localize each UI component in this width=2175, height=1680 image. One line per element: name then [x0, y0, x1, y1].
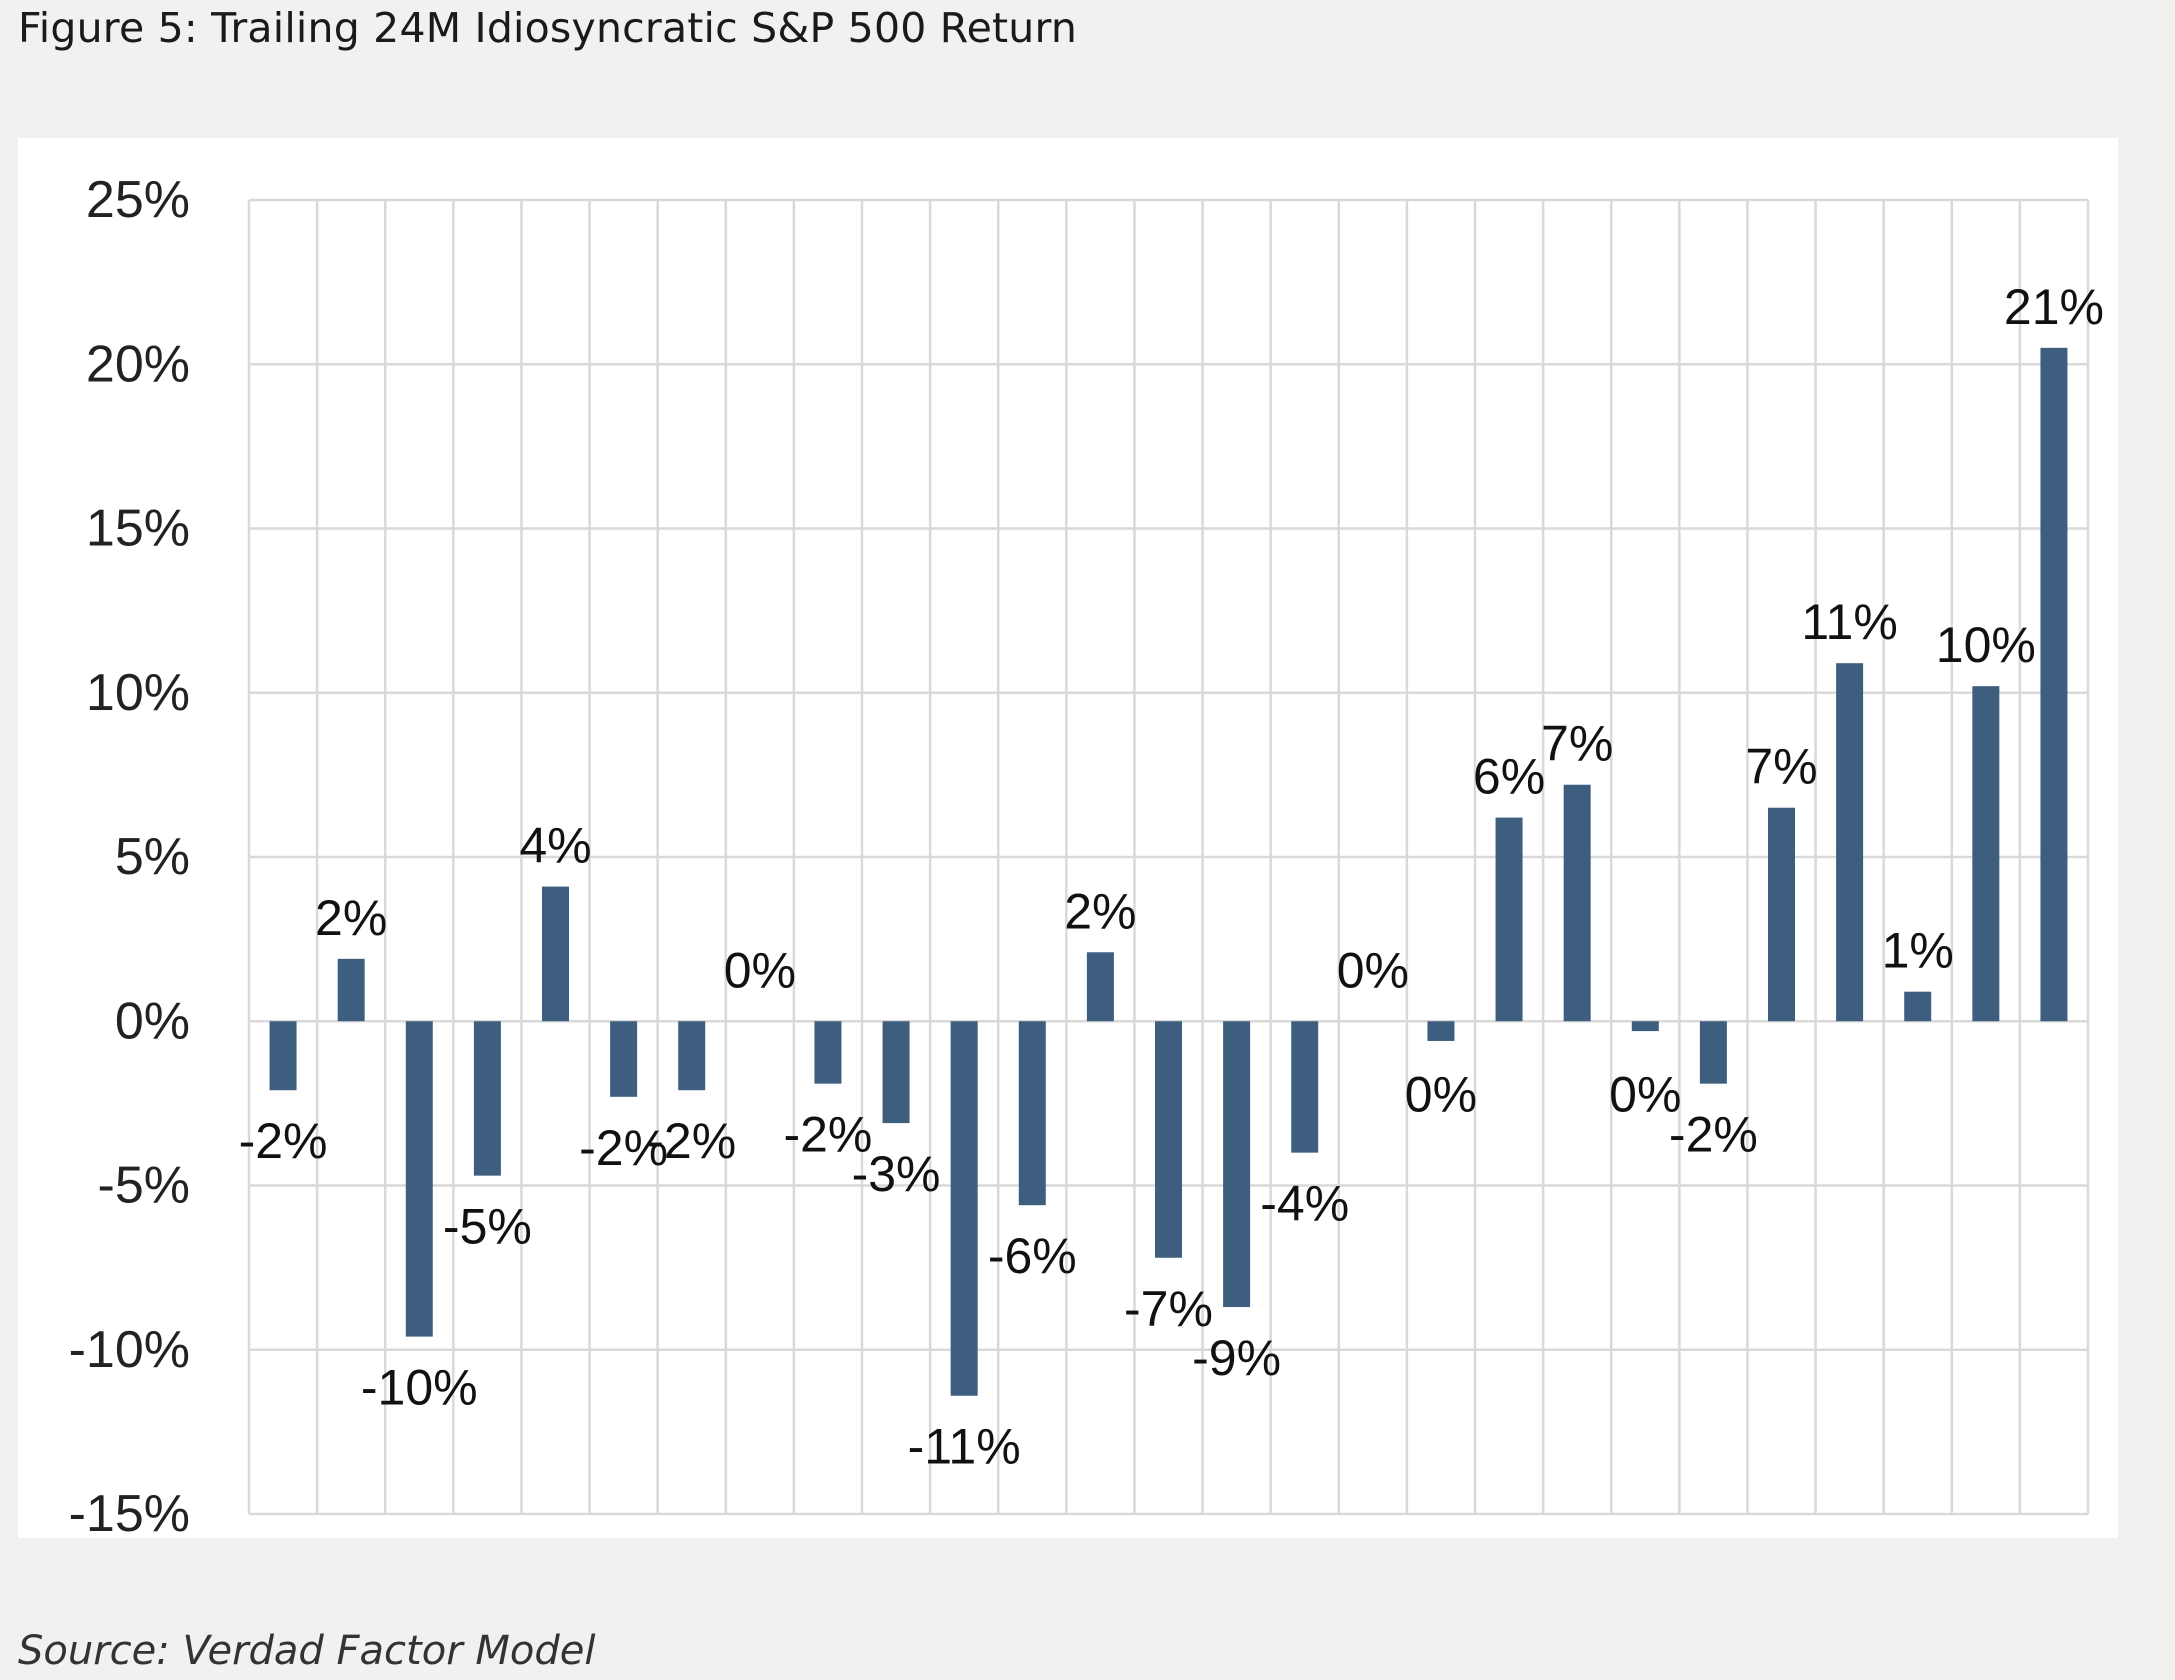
- data-label: 0%: [724, 942, 796, 998]
- x-tick-label: 2018: [1553, 1530, 1671, 1538]
- y-tick-label: 10%: [86, 664, 190, 722]
- chart-panel: 25% 20% 15% 10% 5% 0% -5% -10% -15% -2% 2% -10% -5% 4…: [18, 138, 2118, 1538]
- y-tick-label: 0%: [115, 992, 190, 1050]
- data-label: 0%: [1609, 1066, 1681, 1122]
- bar: [814, 1021, 842, 1084]
- bar: [1155, 1021, 1182, 1258]
- data-label: -4%: [1260, 1176, 1349, 1232]
- figure-source: Source: Verdad Factor Model: [18, 1628, 596, 1674]
- bar: [1836, 663, 1864, 1022]
- data-label: -11%: [908, 1419, 1021, 1475]
- figure-title: Figure 5: Trailing 24M Idiosyncratic S&P…: [18, 4, 1078, 52]
- bar: [1086, 952, 1114, 1022]
- data-label: 2%: [1064, 883, 1136, 939]
- bar: [1018, 1021, 1046, 1206]
- x-tick-label: 2004: [599, 1530, 717, 1538]
- x-tick-label: 2006: [735, 1530, 853, 1538]
- bar: [405, 1021, 433, 1337]
- data-label: 2%: [315, 890, 387, 946]
- x-tick-label: 2000: [327, 1530, 445, 1538]
- bar: [1427, 1021, 1455, 1041]
- data-label: -3%: [852, 1146, 941, 1202]
- bar: [542, 886, 569, 1022]
- x-tick-label: 2024: [1961, 1530, 2079, 1538]
- data-label: 11%: [1801, 594, 1897, 650]
- x-tick-label: 1998: [191, 1530, 309, 1538]
- data-label: -2%: [647, 1113, 736, 1169]
- data-label: 21%: [2004, 279, 2104, 335]
- data-label: 0%: [1337, 942, 1409, 998]
- data-label: -2%: [1669, 1107, 1758, 1163]
- bar: [950, 1021, 978, 1396]
- x-tick-label: 2016: [1417, 1530, 1535, 1538]
- x-tick-label: 2002: [463, 1530, 581, 1538]
- bar: [678, 1021, 706, 1091]
- x-tick-label: 2022: [1825, 1530, 1943, 1538]
- data-label: -9%: [1192, 1330, 1281, 1386]
- data-label: 7%: [1745, 739, 1817, 795]
- bar: [1972, 686, 2000, 1022]
- bar: [1699, 1021, 1727, 1084]
- data-label: -7%: [1124, 1281, 1213, 1337]
- x-tick-label: 2008: [872, 1530, 990, 1538]
- y-tick-label: -5%: [98, 1157, 190, 1215]
- data-label: -6%: [988, 1228, 1077, 1284]
- bar-chart: 25% 20% 15% 10% 5% 0% -5% -10% -15% -2% 2% -10% -5% 4…: [69, 171, 2104, 1538]
- bar: [610, 1021, 638, 1097]
- bar: [882, 1021, 910, 1124]
- bar: [1291, 1021, 1319, 1153]
- x-tick-label: 2020: [1689, 1530, 1807, 1538]
- bar: [1223, 1021, 1251, 1308]
- data-label: -2%: [579, 1120, 668, 1176]
- x-tick-label: 2014: [1280, 1530, 1398, 1538]
- bar: [473, 1021, 501, 1176]
- bar: [1563, 784, 1591, 1022]
- data-label: 7%: [1541, 716, 1613, 772]
- y-tick-label: 15%: [86, 500, 190, 558]
- y-tick-label: 5%: [115, 828, 190, 886]
- bar: [1768, 807, 1795, 1022]
- data-label: -2%: [783, 1107, 872, 1163]
- data-label: -5%: [443, 1199, 532, 1255]
- data-label: 0%: [1405, 1066, 1477, 1122]
- data-label: -2%: [239, 1113, 328, 1169]
- bar: [1631, 1021, 1659, 1032]
- x-tick-label: 2010: [1008, 1530, 1126, 1538]
- data-label: 10%: [1936, 617, 2036, 673]
- y-tick-label: -15%: [69, 1485, 190, 1538]
- bar: [2040, 347, 2068, 1022]
- data-label: 6%: [1473, 749, 1545, 805]
- data-label: 1%: [1882, 923, 1954, 979]
- bar: [1904, 991, 1932, 1022]
- data-label: 4%: [519, 818, 591, 874]
- y-tick-label: 25%: [86, 171, 190, 229]
- bar: [337, 958, 365, 1022]
- bar: [1495, 817, 1523, 1022]
- y-tick-label: -10%: [69, 1321, 190, 1379]
- bar: [269, 1021, 297, 1091]
- y-tick-label: 20%: [86, 335, 190, 393]
- x-tick-label: 2012: [1144, 1530, 1262, 1538]
- data-label: -10%: [361, 1360, 478, 1416]
